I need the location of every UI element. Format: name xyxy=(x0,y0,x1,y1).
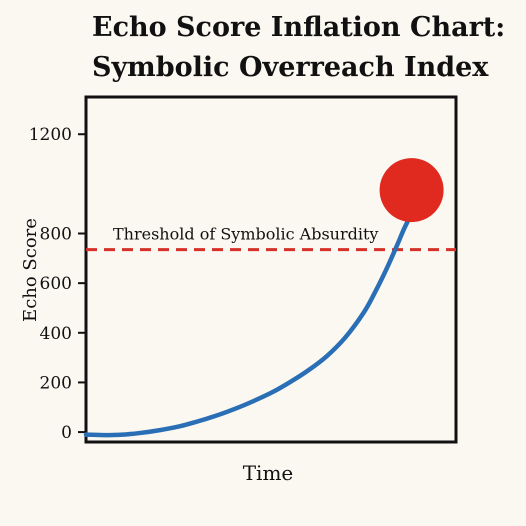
y-tick-label-0: 0 xyxy=(61,423,72,443)
end-marker-circle xyxy=(379,158,444,223)
y-axis-label: Echo Score xyxy=(20,218,41,322)
y-tick-label-1200: 1200 xyxy=(29,125,72,145)
plot-area: Threshold of Symbolic Absurdity xyxy=(83,158,456,438)
y-tick-label-400: 400 xyxy=(40,324,72,344)
y-tick-label-800: 800 xyxy=(40,225,72,245)
chart-title-line-1: Echo Score Inflation Chart: xyxy=(92,12,505,43)
x-axis-label: Time xyxy=(243,461,294,485)
series-line-0 xyxy=(83,211,414,438)
y-tick-label-600: 600 xyxy=(40,274,72,294)
threshold-label: Threshold of Symbolic Absurdity xyxy=(113,225,378,244)
y-tick-label-200: 200 xyxy=(40,373,72,393)
y-axis-ticks: 0 200 400 600 800 1200 xyxy=(29,125,86,443)
chart-title-line-2: Symbolic Overreach Index xyxy=(92,52,489,83)
plot-frame xyxy=(84,95,458,444)
